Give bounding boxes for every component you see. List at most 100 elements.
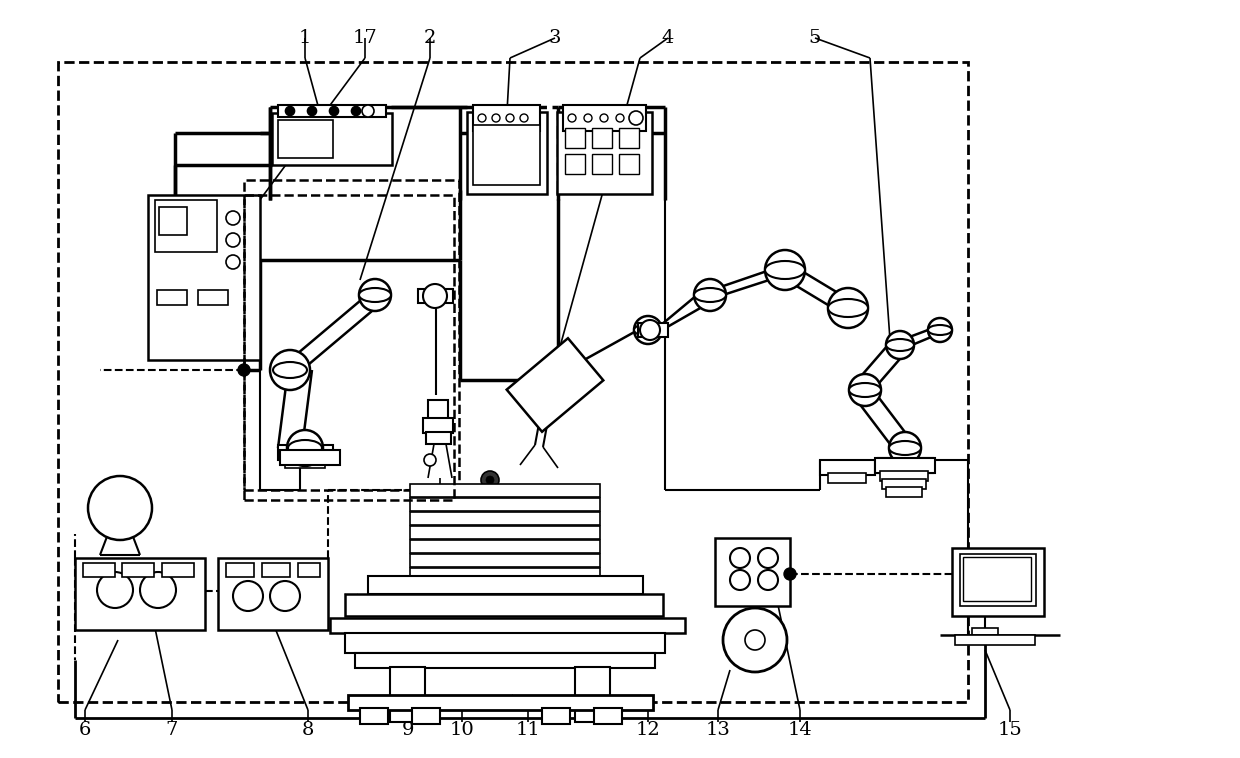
Circle shape: [351, 107, 361, 115]
Text: 2: 2: [424, 29, 436, 47]
Bar: [423, 418, 453, 433]
Bar: [619, 154, 639, 174]
Ellipse shape: [889, 441, 921, 455]
Bar: [198, 290, 228, 305]
Ellipse shape: [828, 299, 868, 317]
Circle shape: [758, 570, 777, 590]
Polygon shape: [697, 270, 800, 295]
Text: 13: 13: [706, 721, 730, 739]
Bar: [955, 635, 1035, 645]
Bar: [272, 113, 392, 165]
Circle shape: [97, 572, 133, 608]
Bar: [591, 154, 613, 174]
Circle shape: [520, 114, 528, 122]
Bar: [74, 558, 205, 630]
Circle shape: [828, 288, 868, 328]
Bar: [278, 120, 334, 158]
Text: 3: 3: [549, 29, 562, 47]
Circle shape: [492, 114, 500, 122]
Bar: [887, 487, 923, 497]
Text: 4: 4: [662, 29, 675, 47]
Bar: [278, 445, 334, 460]
Text: 8: 8: [301, 721, 314, 739]
Circle shape: [238, 364, 250, 376]
Circle shape: [362, 105, 374, 117]
Circle shape: [600, 114, 608, 122]
Bar: [963, 557, 1030, 601]
Circle shape: [423, 284, 446, 308]
Bar: [83, 563, 115, 577]
Circle shape: [330, 107, 339, 115]
Bar: [715, 538, 790, 606]
Bar: [820, 460, 875, 475]
Bar: [575, 667, 610, 722]
Circle shape: [745, 630, 765, 650]
Bar: [348, 695, 653, 710]
Bar: [410, 512, 600, 525]
Circle shape: [506, 114, 515, 122]
Ellipse shape: [288, 440, 322, 456]
Bar: [472, 125, 539, 185]
Bar: [565, 128, 585, 148]
Bar: [428, 400, 448, 420]
Circle shape: [270, 581, 300, 611]
Text: 17: 17: [352, 29, 377, 47]
Bar: [828, 473, 866, 483]
Circle shape: [758, 548, 777, 568]
Polygon shape: [849, 390, 918, 448]
Bar: [162, 563, 193, 577]
Text: 7: 7: [166, 721, 179, 739]
Circle shape: [481, 471, 498, 489]
Circle shape: [424, 454, 436, 466]
Polygon shape: [507, 338, 604, 432]
Bar: [368, 576, 644, 594]
Bar: [557, 112, 652, 194]
Text: 5: 5: [808, 29, 821, 47]
Bar: [244, 195, 454, 500]
Circle shape: [928, 318, 952, 342]
Bar: [619, 128, 639, 148]
Bar: [355, 653, 655, 668]
Circle shape: [730, 548, 750, 568]
Circle shape: [730, 570, 750, 590]
Bar: [410, 526, 600, 539]
Bar: [887, 471, 924, 481]
Bar: [960, 554, 1035, 606]
Circle shape: [887, 331, 914, 359]
Bar: [410, 498, 600, 511]
Bar: [244, 180, 459, 490]
Bar: [467, 112, 547, 194]
Bar: [952, 548, 1044, 616]
Circle shape: [616, 114, 624, 122]
Circle shape: [360, 279, 391, 311]
Ellipse shape: [887, 339, 914, 351]
Polygon shape: [770, 270, 863, 308]
Text: 11: 11: [516, 721, 541, 739]
Circle shape: [640, 320, 660, 340]
Bar: [148, 195, 260, 360]
Bar: [285, 458, 325, 468]
Polygon shape: [278, 295, 391, 370]
Bar: [427, 432, 451, 444]
Circle shape: [629, 111, 644, 125]
Circle shape: [784, 568, 796, 580]
Bar: [226, 563, 254, 577]
Bar: [880, 471, 928, 481]
Circle shape: [477, 114, 486, 122]
Circle shape: [140, 572, 176, 608]
Polygon shape: [278, 370, 312, 448]
Ellipse shape: [765, 261, 805, 279]
Ellipse shape: [928, 325, 952, 335]
Text: 9: 9: [402, 721, 414, 739]
Text: 6: 6: [79, 721, 92, 739]
Ellipse shape: [634, 324, 662, 336]
Circle shape: [286, 430, 322, 466]
Ellipse shape: [849, 383, 880, 397]
Text: 14: 14: [787, 721, 812, 739]
Bar: [262, 563, 290, 577]
Ellipse shape: [694, 288, 725, 302]
Bar: [298, 563, 320, 577]
Circle shape: [765, 250, 805, 290]
Bar: [472, 105, 539, 131]
Circle shape: [889, 432, 921, 464]
